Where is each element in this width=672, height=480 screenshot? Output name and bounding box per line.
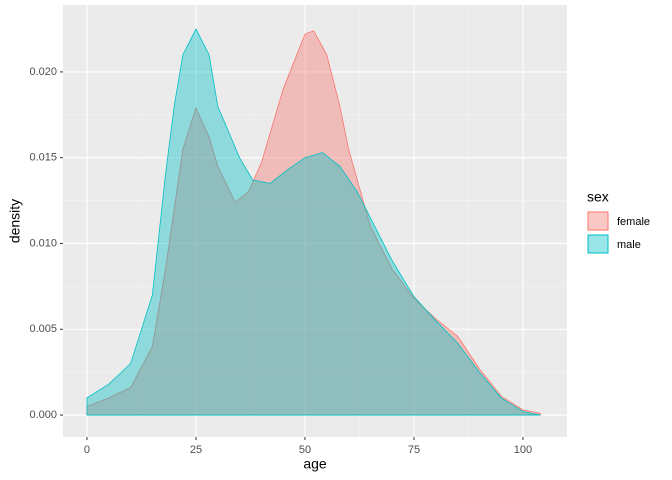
legend-title: sex (587, 189, 609, 205)
legend-label: female (617, 216, 650, 228)
x-axis-title: age (303, 456, 327, 472)
y-tick-label: 0.005 (29, 323, 57, 335)
x-tick-label: 100 (514, 444, 532, 456)
density-area (86, 28, 541, 416)
y-tick-label: 0.015 (29, 152, 57, 164)
x-tick-label: 50 (299, 444, 311, 456)
legend-swatch (587, 211, 609, 231)
legend-label: male (617, 239, 641, 251)
x-tick-label: 75 (408, 444, 420, 456)
panel (63, 5, 567, 437)
x-tick-label: 25 (190, 444, 202, 456)
x-tick-label: 0 (84, 444, 90, 456)
y-tick-label: 0.020 (29, 66, 57, 78)
density-area (86, 30, 541, 416)
y-tick-label: 0.010 (29, 237, 57, 249)
y-axis-title: density (7, 199, 23, 243)
legend-key (587, 234, 609, 254)
legend-swatch (587, 234, 609, 254)
y-tick-label: 0.000 (29, 409, 57, 421)
legend-key (587, 211, 609, 231)
